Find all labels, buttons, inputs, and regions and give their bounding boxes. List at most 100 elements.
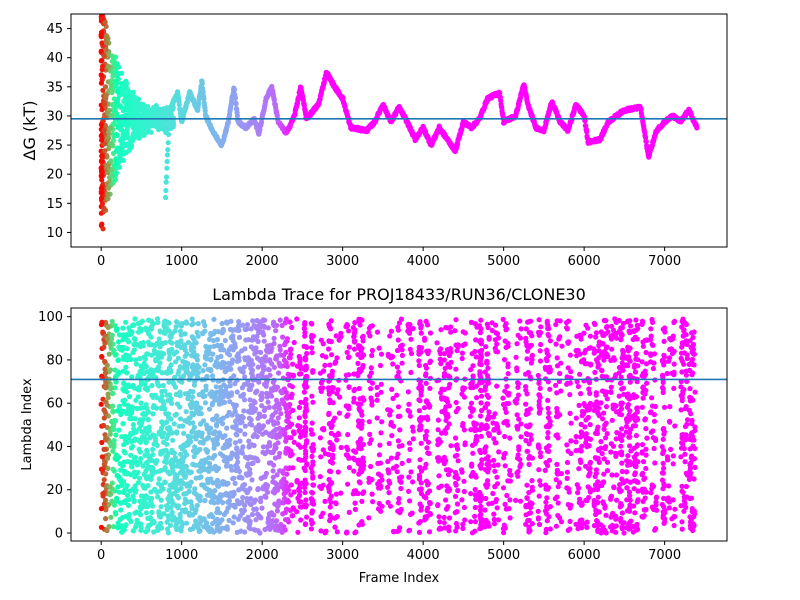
lambda-point bbox=[109, 443, 115, 449]
lambda-point bbox=[425, 350, 431, 357]
lambda-point bbox=[193, 518, 199, 524]
lambda-point bbox=[301, 325, 307, 332]
lambda-point bbox=[204, 426, 210, 432]
lambda-point bbox=[214, 337, 220, 343]
lambda-point bbox=[326, 483, 332, 489]
lambda-point bbox=[178, 332, 184, 338]
lambda-point bbox=[378, 483, 384, 489]
lambda-point bbox=[271, 377, 277, 383]
delta-g-point bbox=[101, 53, 107, 60]
lambda-point bbox=[143, 475, 149, 481]
lambda-point bbox=[181, 464, 188, 470]
lambda-point bbox=[203, 422, 210, 428]
lambda-point bbox=[247, 526, 253, 532]
lambda-point bbox=[170, 484, 176, 490]
lambda-point bbox=[208, 357, 214, 363]
lambda-point bbox=[120, 386, 126, 392]
lambda-point bbox=[149, 382, 155, 389]
lambda-point bbox=[152, 435, 158, 441]
lambda-point bbox=[130, 382, 136, 388]
lambda-point bbox=[283, 316, 289, 322]
lambda-point bbox=[290, 465, 296, 471]
lambda-point bbox=[242, 423, 248, 429]
lambda-point bbox=[232, 502, 238, 508]
lambda-point bbox=[407, 413, 413, 419]
lambda-point bbox=[129, 462, 135, 468]
lambda-point bbox=[239, 385, 245, 391]
lambda-point bbox=[281, 357, 287, 363]
lambda-point bbox=[133, 357, 139, 363]
lambda-point bbox=[246, 438, 252, 444]
lambda-point bbox=[418, 486, 424, 492]
lambda-points bbox=[98, 316, 698, 536]
lambda-point bbox=[135, 521, 141, 527]
delta-g-point bbox=[126, 147, 132, 153]
lambda-point bbox=[398, 474, 405, 480]
lambda-point bbox=[417, 418, 423, 424]
lambda-point bbox=[240, 369, 246, 375]
lambda-point bbox=[120, 325, 126, 331]
lambda-point bbox=[262, 474, 268, 480]
lambda-point bbox=[416, 476, 422, 482]
lambda-point bbox=[122, 523, 128, 529]
lambda-point bbox=[360, 455, 366, 461]
lambda-point bbox=[327, 512, 333, 518]
lambda-point bbox=[118, 507, 124, 513]
delta-g-point bbox=[134, 96, 140, 103]
lambda-point bbox=[109, 332, 115, 338]
lambda-point bbox=[296, 404, 302, 411]
lambda-point bbox=[267, 358, 273, 364]
lambda-point bbox=[198, 459, 204, 465]
lambda-point bbox=[309, 350, 315, 356]
lambda-point bbox=[171, 421, 177, 427]
delta-g-point bbox=[152, 110, 158, 116]
lambda-point bbox=[406, 474, 412, 480]
lambda-point bbox=[310, 369, 316, 375]
lambda-point bbox=[360, 441, 367, 448]
delta-g-point bbox=[125, 123, 131, 129]
lambda-point bbox=[120, 421, 126, 427]
lambda-point bbox=[202, 322, 208, 329]
delta-g-point bbox=[116, 158, 122, 164]
lambda-point bbox=[418, 330, 424, 336]
delta-g-point bbox=[164, 158, 170, 165]
lambda-point bbox=[140, 463, 146, 469]
delta-g-point bbox=[105, 134, 111, 140]
lambda-point bbox=[111, 502, 117, 508]
lambda-point bbox=[409, 424, 416, 430]
lambda-point bbox=[326, 410, 332, 416]
lambda-point bbox=[259, 390, 265, 396]
lambda-point bbox=[253, 345, 259, 351]
lambda-point bbox=[346, 354, 352, 360]
lambda-point bbox=[185, 481, 191, 487]
lambda-point bbox=[385, 458, 391, 465]
lambda-point bbox=[267, 347, 273, 353]
lambda-point bbox=[210, 351, 216, 357]
lambda-point bbox=[374, 397, 380, 403]
lambda-point bbox=[232, 418, 239, 424]
lambda-point bbox=[275, 503, 281, 509]
lambda-point bbox=[250, 433, 256, 439]
lambda-point bbox=[168, 504, 174, 510]
delta-g-point bbox=[99, 137, 105, 143]
lambda-point bbox=[406, 458, 412, 464]
lambda-point bbox=[346, 344, 352, 350]
lambda-point bbox=[157, 514, 163, 520]
delta-g-point bbox=[106, 145, 112, 152]
lambda-point bbox=[112, 352, 118, 358]
lambda-point bbox=[138, 363, 144, 369]
lambda-point bbox=[259, 370, 265, 377]
lambda-point bbox=[208, 332, 214, 338]
lambda-point bbox=[405, 328, 411, 334]
lambda-point bbox=[127, 488, 133, 494]
lambda-point bbox=[201, 438, 207, 444]
lambda-point bbox=[416, 358, 422, 364]
lambda-point bbox=[334, 529, 340, 535]
lambda-point bbox=[204, 344, 210, 350]
lambda-point bbox=[260, 423, 267, 429]
lambda-point bbox=[357, 322, 363, 328]
lambda-point bbox=[131, 430, 137, 436]
lambda-point bbox=[208, 499, 214, 505]
lambda-point bbox=[336, 432, 342, 438]
lambda-point bbox=[397, 343, 404, 349]
